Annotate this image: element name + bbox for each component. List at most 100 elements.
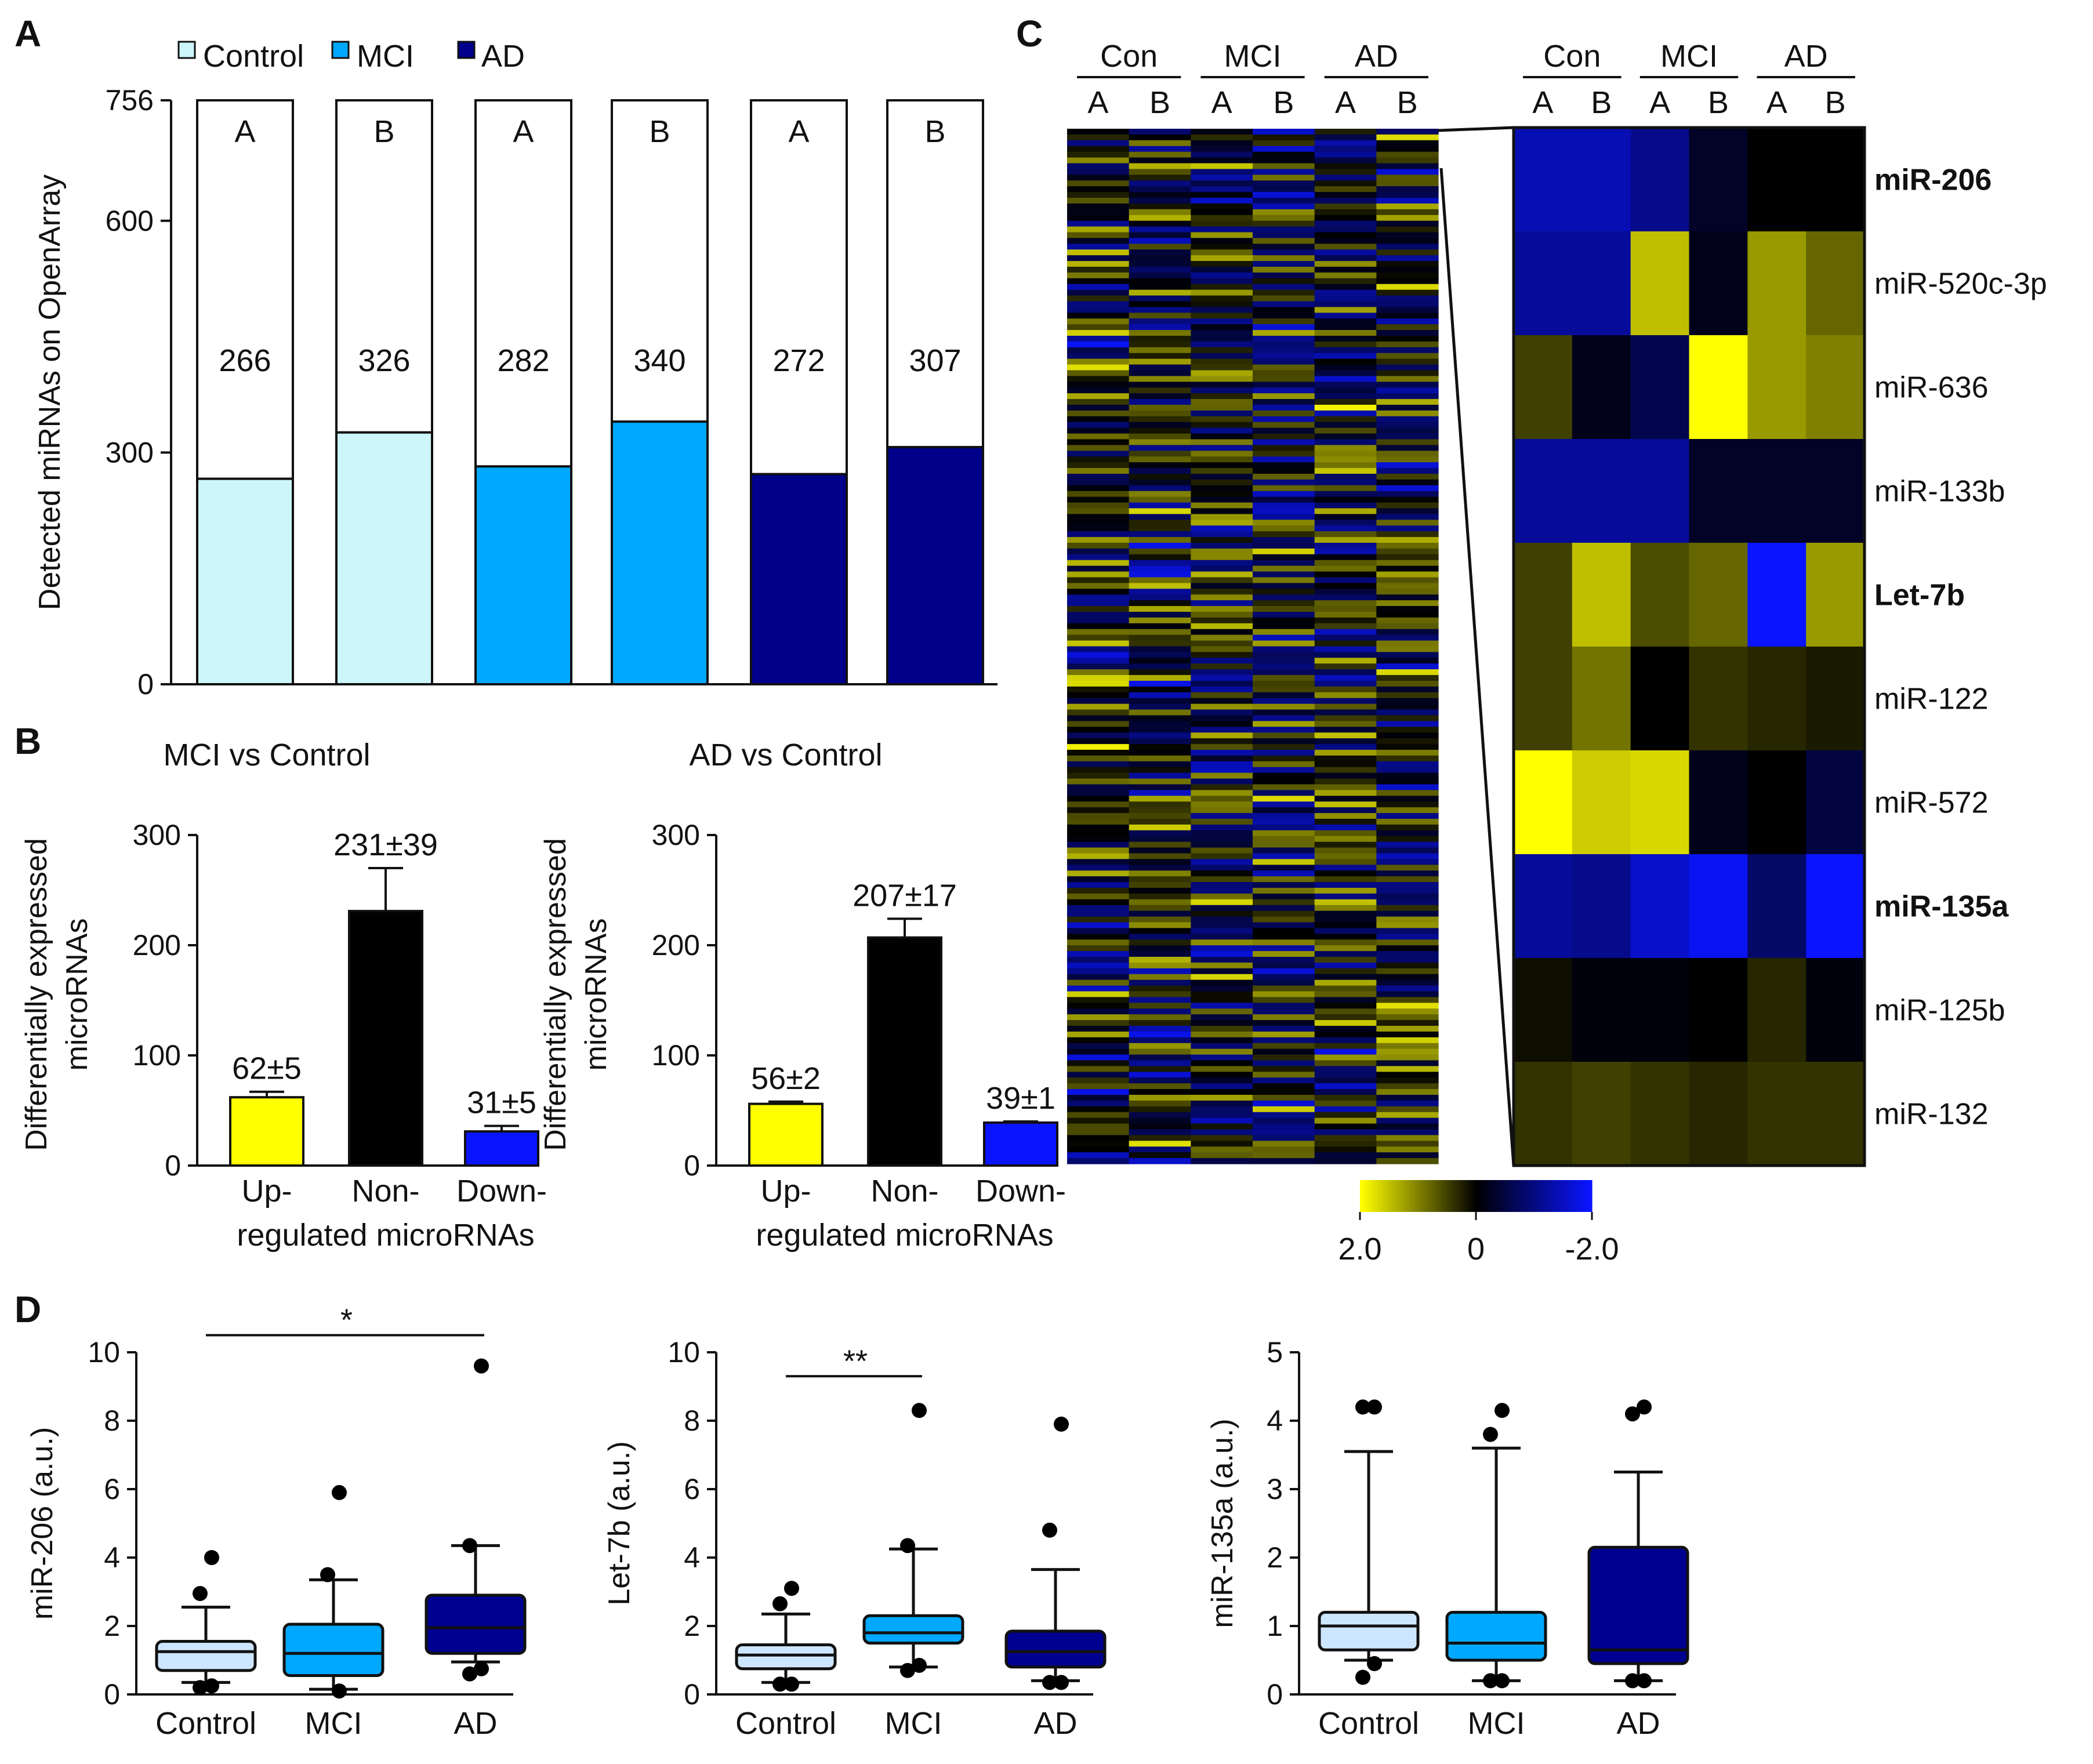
heatmap-overview-cell [1376, 525, 1439, 532]
heatmap-overview-cell [1314, 427, 1377, 434]
heatmap-overview-cell [1253, 813, 1315, 819]
outlier-point [1367, 1656, 1382, 1671]
heatmap-overview-cell [1253, 830, 1315, 837]
bar-detected-segment [611, 420, 709, 685]
heatmap-overview-cell [1253, 249, 1315, 256]
heatmap-overview-cell [1253, 1129, 1315, 1136]
heatmap-overview-cell [1191, 456, 1253, 463]
bar-undetected-segment [196, 99, 294, 480]
heatmap-overview-cell [1253, 721, 1315, 727]
heatmap-overview-cell [1253, 520, 1315, 526]
heatmap-overview-cell [1067, 151, 1130, 158]
heatmap-overview-cell [1253, 1158, 1315, 1164]
heatmap-overview-cell [1067, 836, 1130, 843]
heatmap-overview-cell [1314, 606, 1377, 612]
heatmap-overview-cell [1253, 617, 1315, 624]
heatmap-overview-cell [1067, 882, 1130, 888]
heatmap-overview-cell [1067, 865, 1130, 871]
heatmap-overview-cell [1191, 358, 1253, 365]
heatmap-overview-cell [1067, 715, 1130, 722]
heatmap-overview-cell [1253, 974, 1315, 981]
heatmap-overview-cell [1314, 847, 1377, 854]
colorbar-segment [1456, 1180, 1459, 1212]
heatmap-overview-cell [1314, 376, 1377, 382]
heatmap-overview-cell [1314, 370, 1377, 377]
heatmap-overview-cell [1253, 215, 1315, 222]
heatmap-overview-cell [1129, 1003, 1191, 1009]
heatmap-overview-cell [1314, 531, 1377, 538]
heatmap-overview-cell [1129, 548, 1191, 555]
heatmap-overview-cell [1191, 1054, 1253, 1061]
heatmap-cell [1689, 335, 1748, 440]
heatmap-overview-cell [1253, 267, 1315, 273]
heatmap-overview-cell [1314, 1117, 1377, 1124]
heatmap-overview-cell [1129, 646, 1191, 653]
heatmap-overview-cell [1253, 727, 1315, 733]
heatmap-overview-cell [1129, 514, 1191, 520]
heatmap-overview-cell [1376, 1117, 1439, 1124]
x-tick-label: AD [1616, 1706, 1660, 1741]
heatmap-overview-cell [1314, 537, 1377, 543]
colorbar-segment [1447, 1180, 1450, 1212]
heatmap-overview-cell [1314, 514, 1377, 520]
heatmap-overview-cell [1067, 399, 1130, 405]
heatmap-cell [1689, 750, 1748, 855]
heatmap-overview-cell [1314, 485, 1377, 492]
heatmap-overview-cell [1376, 209, 1439, 216]
heatmap-overview-cell [1067, 893, 1130, 900]
heatmap-overview-cell [1376, 198, 1439, 204]
heatmap-overview-cell [1129, 968, 1191, 975]
heatmap-overview-cell [1253, 439, 1315, 446]
chart-d-let7b-box: 0 2 4 6 8 10 Let-7b (a.u.) Control MCI AD ** [603, 1336, 1107, 1741]
heatmap-cell [1630, 647, 1690, 751]
overview-subgroup-label: A [1335, 85, 1356, 120]
heatmap-overview-cell [1314, 163, 1377, 170]
heatmap-overview-cell [1253, 1123, 1315, 1130]
heatmap-overview-cell [1253, 416, 1315, 423]
heatmap-overview-cell [1253, 393, 1315, 400]
colorbar-segment [1386, 1180, 1390, 1212]
heatmap-overview-cell [1314, 571, 1377, 578]
heatmap-overview-cell [1191, 824, 1253, 831]
heatmap-overview-cell [1314, 1083, 1377, 1090]
heatmap-overview-cell [1129, 1066, 1191, 1072]
heatmap-overview-cell [1191, 525, 1253, 532]
heatmap-cell [1572, 750, 1631, 855]
colorbar-segment [1401, 1180, 1404, 1212]
heatmap-overview-cell [1191, 1008, 1253, 1015]
heatmap-overview-cell [1129, 244, 1191, 250]
heatmap-overview-cell [1129, 1048, 1191, 1055]
box [1445, 1610, 1547, 1662]
heatmap-overview-cell [1191, 1152, 1253, 1159]
heatmap-overview-cell [1129, 129, 1191, 135]
heatmap-overview-cell [1253, 261, 1315, 267]
heatmap-overview-cell [1067, 169, 1130, 175]
heatmap-cell [1689, 543, 1748, 647]
heatmap-cell [1514, 854, 1573, 959]
heatmap-overview-cell [1129, 1146, 1191, 1153]
heatmap-overview-cell [1253, 583, 1315, 589]
heatmap-overview-cell [1191, 876, 1253, 883]
heatmap-overview-cell [1376, 916, 1439, 923]
heatmap-cell [1572, 128, 1631, 232]
outlier-point [1042, 1522, 1057, 1538]
y-axis-label: miR-206 (a.u.) [26, 1427, 59, 1620]
heatmap-overview-cell [1191, 255, 1253, 262]
heatmap-overview-cell [1191, 571, 1253, 578]
heatmap-overview-cell [1191, 416, 1253, 423]
heatmap-overview-cell [1067, 1141, 1130, 1147]
heatmap-overview-cell [1191, 600, 1253, 607]
heatmap-overview-cell [1129, 537, 1191, 543]
heatmap-overview-cell [1191, 169, 1253, 175]
heatmap-overview-cell [1376, 1095, 1439, 1101]
heatmap-overview-cell [1067, 807, 1130, 814]
heatmap-overview-cell [1067, 514, 1130, 520]
heatmap-overview-cell [1253, 876, 1315, 883]
bar [983, 1121, 1058, 1167]
heatmap-overview-cell [1314, 209, 1377, 216]
heatmap-overview-cell [1253, 652, 1315, 658]
heatmap-overview-cell [1129, 709, 1191, 716]
heatmap-overview-cell [1191, 1031, 1253, 1038]
outlier-point [1355, 1669, 1370, 1685]
heatmap-overview-cell [1253, 945, 1315, 952]
